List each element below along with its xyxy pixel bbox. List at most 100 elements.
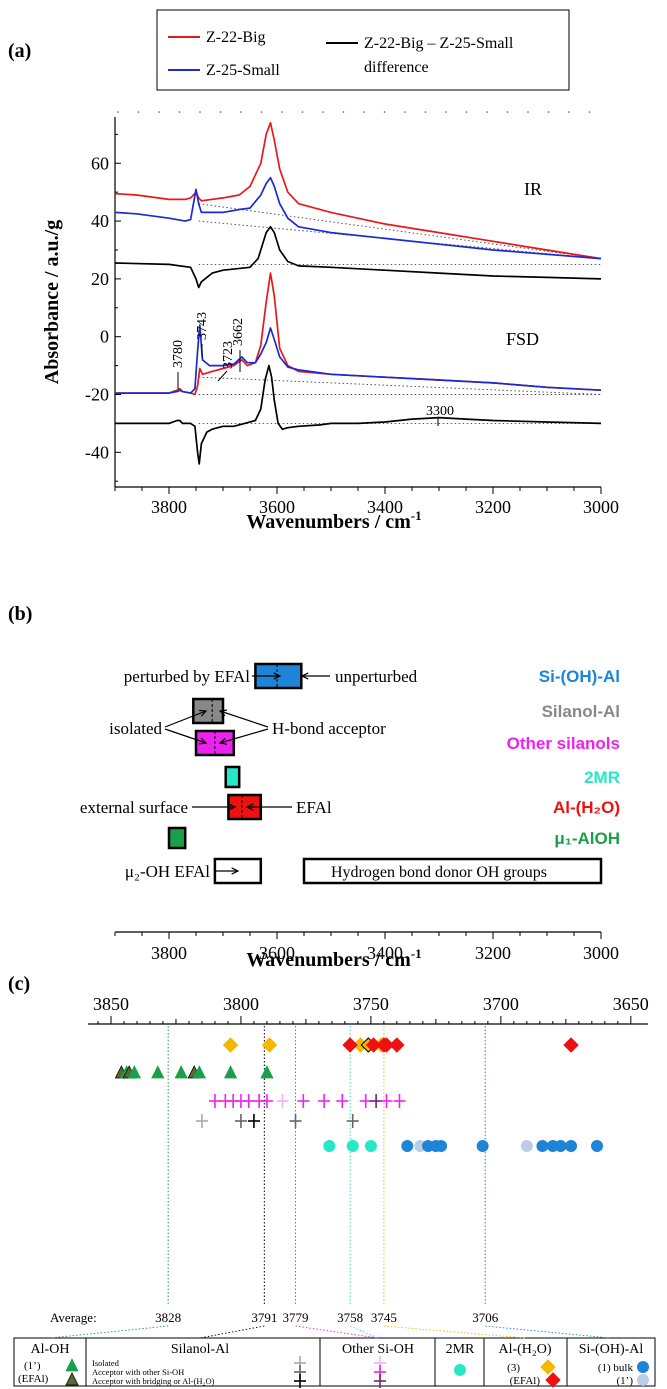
x-tick-label: 3750 [353,994,389,1014]
baseline [198,376,602,395]
legend-diamond [540,1359,556,1375]
arrow-acceptor-2-head [218,737,228,745]
x-tick-label: 3850 [93,994,129,1014]
legend-diamond [545,1372,561,1388]
table-item: (3) [507,1362,520,1374]
legend-circle [637,1361,649,1373]
average-value: 3828 [155,1310,181,1325]
top-dot [588,111,591,113]
red-diamond [365,1037,382,1053]
x-tick-label: 3000 [583,497,619,517]
x-tick-label: 3800 [223,994,259,1014]
arrow-acceptor-1-head [218,709,228,717]
red-diamond [342,1037,358,1053]
legend-label-small: Z-25-Small [206,62,280,79]
top-dot [424,111,427,113]
top-dot [199,111,201,113]
panel-label-c: (c) [8,973,30,995]
panel-c: (c) 3850 3800 3750 3700 3650 3828 3791 3779 3758 3… [8,973,656,1388]
top-dot [383,111,386,113]
arrow-external-head [228,803,237,811]
top-dot [219,111,222,113]
x-axis-title: Wavenumbers / cm-1 [246,946,421,971]
panel-label-b: (b) [8,603,32,625]
table-item: (EFAl) [510,1375,541,1387]
legend-box [156,9,570,91]
series-line [114,176,602,260]
average-value: 3779 [283,1310,309,1325]
x-tick-label: 3400 [367,943,403,963]
label-perturbed: perturbed by EFAl [124,667,250,686]
arrow-isolated-2-head [198,737,208,745]
arrow-unperturbed-head [300,672,309,680]
x-axis-title: Wavenumbers / cm-1 [246,508,421,533]
x-tick-label: 3000 [583,943,619,963]
x-tick-label: 3800 [151,497,187,517]
circle-marker [401,1140,414,1152]
table-item: Isolated [92,1358,120,1368]
average-value: 3706 [472,1310,499,1325]
al-oh-triangle [174,1065,188,1079]
y-axis-title: Absorbance / a.u./g [41,220,63,384]
category-label: Al-(H₂O) [553,798,620,817]
average-value: 3745 [371,1310,397,1325]
legend-triangle [65,1358,79,1372]
table-title-sioh: Si-(OH)-Al [579,1342,644,1357]
table-connector [349,1325,379,1339]
series-line [115,364,602,465]
table-connector [485,1325,611,1339]
table-item: (EFAl) [18,1373,49,1385]
top-dot [240,111,242,113]
red-diamond [563,1037,579,1053]
peak-leader [217,370,228,382]
table-title-other: Other Si-OH [342,1342,414,1357]
series-line [115,324,602,394]
top-dot [322,111,324,113]
top-dot [404,111,406,113]
label-hbond-donor: Hydrogen bond donor OH groups [331,864,547,881]
label-ir: IR [524,179,542,199]
top-dot [568,111,570,113]
top-dot [486,111,488,113]
al-oh-triangle [127,1065,142,1079]
x-tick-label: 3650 [613,994,649,1014]
peak-label-3780: 3780 [171,340,186,368]
top-dot [137,111,140,113]
peak-label-3743: 3743 [195,312,210,340]
x-tick-label: 3800 [151,943,187,963]
legend-table: Al-OH(1’)(EFAl)Silanol-AlIsolatedAccepto… [13,1325,656,1387]
category-label: Si-(OH)-Al [539,667,620,686]
table-item: (1’) [617,1375,634,1387]
label-mu2-oh: μ₂-OH EFAl [125,862,210,881]
legend-label-diff-2: difference [364,59,429,76]
panel-b: (b) 3800 3600 3400 3200 3000 Wavenumbers / cm-… [8,603,620,971]
top-dot [342,111,345,113]
circle-marker [536,1140,549,1152]
y-tick-label: 0 [100,327,109,347]
circle-marker [346,1140,359,1152]
table-title-2mr: 2MR [446,1342,475,1357]
top-dot [547,111,550,113]
top-dot [506,111,509,113]
peak-label-3723: 3723 [221,341,236,369]
legend-circle [454,1364,466,1376]
circle-marker [591,1140,604,1152]
peak-label-3662: 3662 [231,318,246,346]
red-diamond [389,1037,405,1053]
x-tick-label: 3600 [259,497,295,517]
table-title-aloh: Al-OH [31,1342,70,1357]
series-line [114,121,602,260]
table-title-alh2o: Al-(H₂O) [498,1342,551,1357]
y-tick-label: 20 [91,269,109,289]
circle-marker [554,1140,567,1152]
circle-marker [364,1140,377,1152]
table-item: Acceptor with bridging or Al-(H₂O) [92,1376,215,1386]
top-dot [301,111,304,113]
label-efal: EFAl [296,798,332,817]
top-dot [445,111,447,113]
red-diamond [378,1037,395,1053]
arrow-acceptor-1 [219,710,269,728]
panel-label-a: (a) [8,40,31,62]
arrow-efal-head [245,803,254,811]
